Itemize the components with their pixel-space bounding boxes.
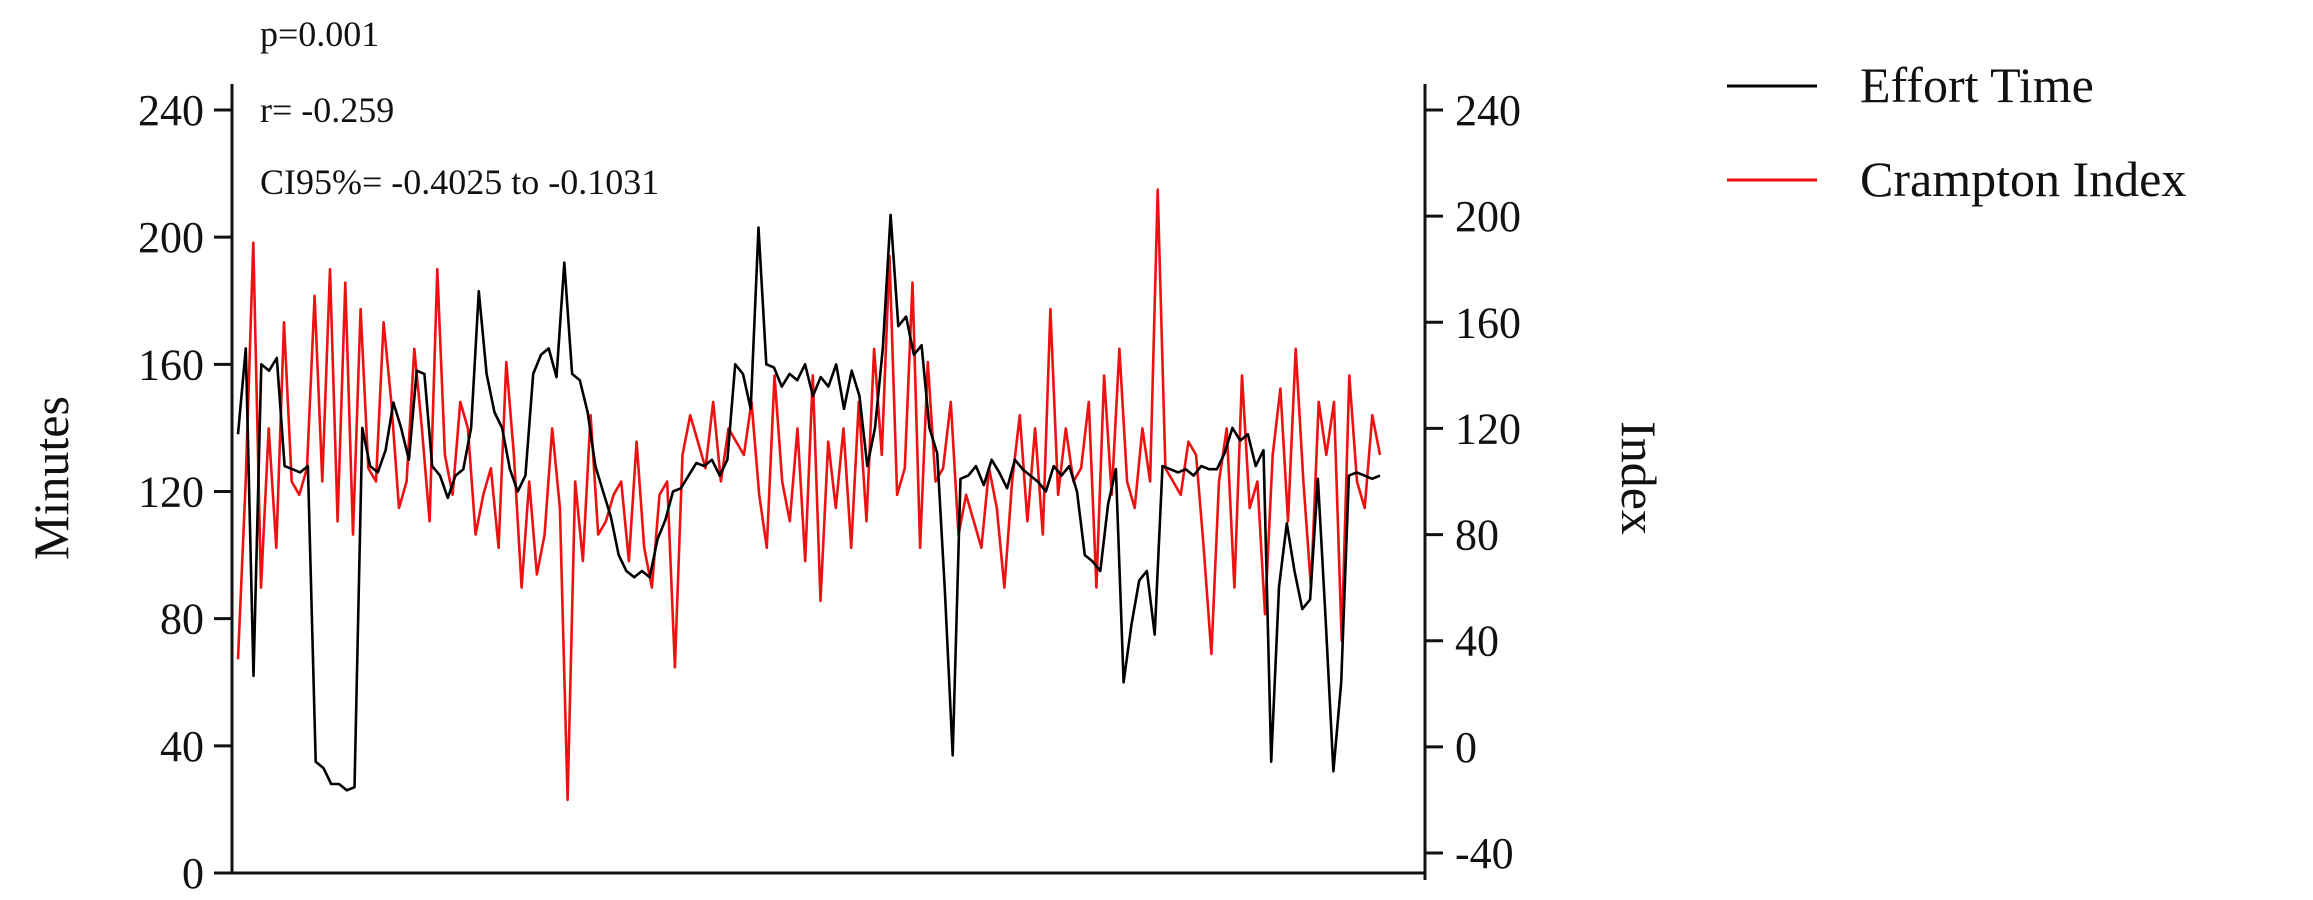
annotation-p-value: p=0.001: [260, 14, 379, 54]
legend-label-crampton-index: Crampton Index: [1860, 151, 2186, 207]
right-tick-label: 120: [1455, 404, 1521, 453]
left-axis-title: Minutes: [23, 396, 79, 560]
left-tick-label: 120: [138, 468, 204, 517]
right-tick-label: 80: [1455, 511, 1499, 560]
legend-label-effort-time: Effort Time: [1860, 57, 2094, 113]
right-axis-title: Index: [1611, 421, 1667, 535]
left-tick-label: 160: [138, 340, 204, 389]
left-tick-label: 240: [138, 86, 204, 135]
right-axis-ticks: -40 0 40 80 120 160 200 240: [1425, 86, 1521, 878]
left-tick-label: 40: [160, 722, 204, 771]
axes: [230, 84, 1427, 880]
right-tick-label: 240: [1455, 86, 1521, 135]
legend: Effort Time Crampton Index: [1727, 57, 2186, 207]
right-tick-label: 160: [1455, 298, 1521, 347]
plot-area: [236, 188, 1382, 802]
right-tick-label: 200: [1455, 192, 1521, 241]
right-tick-label: 0: [1455, 723, 1477, 772]
annotation-r-value: r= -0.259: [260, 90, 394, 130]
series-line-crampton-index: [236, 188, 1382, 802]
right-tick-label: 40: [1455, 617, 1499, 666]
left-axis-ticks: 0 40 80 120 160 200 240: [138, 86, 232, 898]
annotation-ci95: CI95%= -0.4025 to -0.1031: [260, 162, 659, 202]
left-tick-label: 80: [160, 595, 204, 644]
right-tick-label: -40: [1455, 829, 1514, 878]
left-tick-label: 200: [138, 213, 204, 262]
left-tick-label: 0: [182, 849, 204, 898]
series-line-effort-time: [236, 213, 1381, 792]
